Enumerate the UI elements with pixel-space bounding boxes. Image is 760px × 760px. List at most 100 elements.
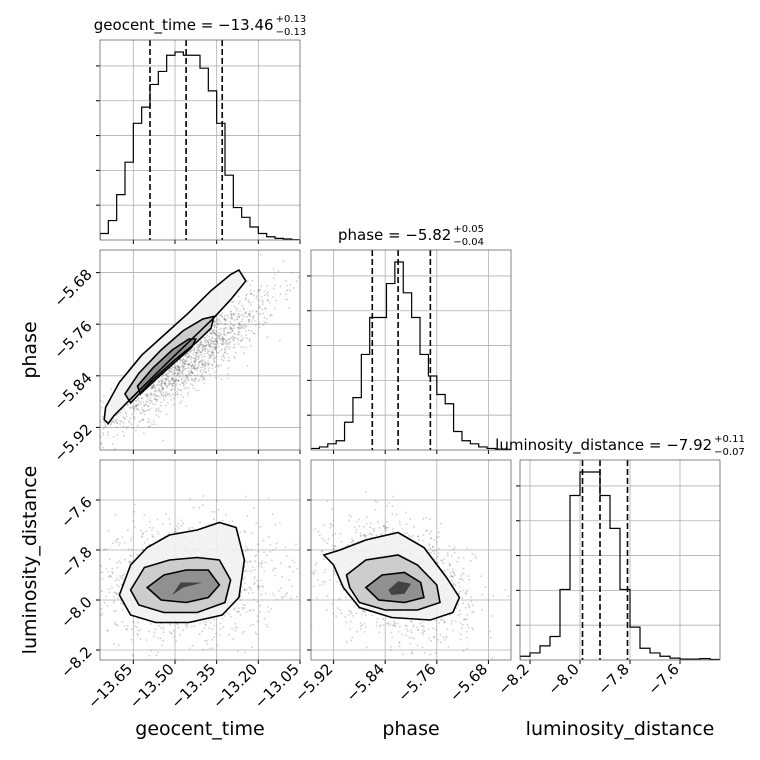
sample-point xyxy=(332,519,335,522)
sample-point xyxy=(145,394,148,397)
sample-point xyxy=(306,572,308,574)
sample-point xyxy=(429,537,432,540)
sample-point xyxy=(451,568,454,570)
sample-point xyxy=(463,618,466,620)
sample-point xyxy=(95,409,97,411)
sample-point xyxy=(194,380,197,383)
sample-point xyxy=(410,629,412,632)
sample-point xyxy=(117,537,119,540)
sample-point xyxy=(363,533,366,536)
panel-frame xyxy=(99,39,301,241)
sample-point xyxy=(227,359,230,362)
sample-point xyxy=(348,519,351,522)
sample-point xyxy=(218,365,220,368)
sample-point xyxy=(334,545,336,548)
sample-point xyxy=(117,560,120,562)
sample-point xyxy=(417,535,420,538)
sample-point xyxy=(440,559,443,562)
sample-point xyxy=(202,362,204,365)
sample-point xyxy=(286,592,289,594)
sample-point xyxy=(190,377,193,380)
sample-point xyxy=(119,411,122,414)
sample-point xyxy=(188,373,191,376)
sample-point xyxy=(459,621,462,624)
sample-point xyxy=(392,624,395,626)
sample-point xyxy=(225,340,228,342)
sample-point xyxy=(123,573,126,575)
sample-point xyxy=(160,388,163,390)
sample-point xyxy=(369,532,372,535)
tick-label-geocent_time: −13.20 xyxy=(209,660,261,712)
sample-point xyxy=(356,630,359,633)
sample-point xyxy=(177,366,180,369)
sample-point xyxy=(167,375,170,378)
sample-point xyxy=(216,320,219,322)
sample-point xyxy=(112,542,114,545)
sample-point xyxy=(175,380,177,382)
sample-point xyxy=(162,395,165,397)
sample-point xyxy=(120,577,122,580)
sample-point xyxy=(260,566,263,568)
sample-point xyxy=(187,363,189,366)
sample-point xyxy=(468,606,471,608)
sample-point xyxy=(358,518,361,521)
sample-point xyxy=(321,550,324,553)
sample-point xyxy=(317,530,320,533)
sample-point xyxy=(201,346,204,349)
sample-point xyxy=(214,338,217,340)
sample-point xyxy=(185,386,188,389)
sample-point xyxy=(224,318,226,320)
sample-point xyxy=(247,313,250,316)
sample-point xyxy=(284,595,286,598)
sample-point xyxy=(248,319,250,321)
sample-point xyxy=(285,279,287,282)
sample-point xyxy=(223,357,226,359)
sample-point xyxy=(177,522,180,525)
sample-point xyxy=(229,320,232,323)
sample-point xyxy=(412,624,415,627)
sample-point xyxy=(467,626,470,629)
sample-point xyxy=(188,362,191,365)
sample-point xyxy=(181,382,184,385)
sample-point xyxy=(98,589,100,591)
sample-point xyxy=(421,621,424,624)
sample-point xyxy=(87,572,89,574)
sample-point xyxy=(445,635,447,638)
sample-point xyxy=(288,307,291,310)
sample-point xyxy=(165,386,168,389)
sample-point xyxy=(186,626,188,629)
sample-point xyxy=(217,335,220,338)
sample-point xyxy=(431,550,434,552)
sample-point xyxy=(392,528,394,530)
sample-point xyxy=(350,612,353,614)
sample-point xyxy=(229,326,232,329)
sample-point xyxy=(214,348,217,350)
sample-point xyxy=(125,427,128,430)
sample-point xyxy=(179,634,181,636)
sample-point xyxy=(114,621,117,624)
title-text: luminosity_distance = −7.92 xyxy=(495,436,712,455)
sample-point xyxy=(135,404,138,406)
sample-point xyxy=(142,533,144,536)
sample-point xyxy=(183,380,186,382)
sample-point xyxy=(380,533,383,536)
sample-point xyxy=(231,520,234,523)
sample-point xyxy=(182,367,185,369)
sample-point xyxy=(180,389,183,392)
sample-point xyxy=(199,342,202,345)
sample-point xyxy=(210,355,212,357)
sample-point xyxy=(121,609,124,611)
sample-point xyxy=(254,582,256,584)
sample-point xyxy=(162,628,165,631)
sample-point xyxy=(237,331,240,334)
sample-point xyxy=(203,363,206,365)
sample-point xyxy=(185,376,188,379)
sample-point xyxy=(174,388,176,391)
sample-point xyxy=(140,403,142,406)
sample-point xyxy=(206,335,209,337)
sample-point xyxy=(232,338,234,341)
tick-label-luminosity_distance: −8.0 xyxy=(57,593,95,631)
sample-point xyxy=(262,301,264,303)
sample-point xyxy=(130,638,133,641)
sample-point xyxy=(258,288,261,291)
